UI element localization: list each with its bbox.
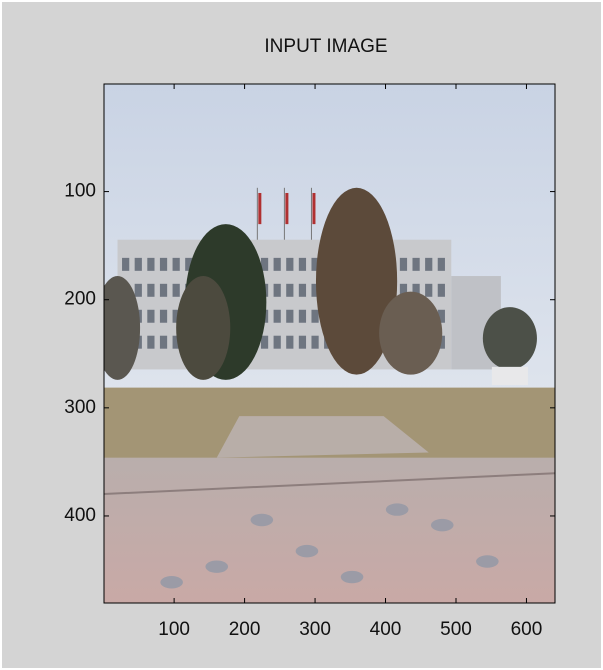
- window: [147, 336, 154, 349]
- y-tick-label: 200: [64, 289, 96, 310]
- x-tick-label: 300: [299, 619, 331, 640]
- window: [286, 310, 293, 323]
- puddle: [160, 576, 183, 588]
- puddle: [476, 555, 499, 567]
- window: [274, 310, 281, 323]
- window: [274, 284, 281, 297]
- window: [135, 284, 142, 297]
- window: [412, 258, 419, 271]
- window: [160, 336, 167, 349]
- flag: [285, 193, 288, 224]
- chart-title: INPUT IMAGE: [264, 36, 387, 57]
- window: [286, 336, 293, 349]
- flag: [312, 193, 315, 224]
- window: [274, 336, 281, 349]
- window: [173, 258, 180, 271]
- window: [438, 284, 445, 297]
- y-tick-label: 400: [64, 505, 96, 526]
- window: [274, 258, 281, 271]
- x-tick-label: 600: [511, 619, 543, 640]
- image: [95, 84, 555, 603]
- window: [425, 284, 432, 297]
- bus: [492, 367, 528, 385]
- window: [299, 336, 306, 349]
- x-tick-label: 500: [440, 619, 472, 640]
- x-tick-label: 100: [158, 619, 190, 640]
- tree: [176, 276, 230, 380]
- window: [299, 284, 306, 297]
- window: [286, 284, 293, 297]
- window: [299, 310, 306, 323]
- window: [173, 284, 180, 297]
- window: [299, 258, 306, 271]
- y-tick-label: 300: [64, 397, 96, 418]
- puddle: [205, 560, 228, 572]
- window: [160, 310, 167, 323]
- puddle: [251, 514, 274, 526]
- puddle: [341, 571, 364, 583]
- window: [160, 284, 167, 297]
- tree: [379, 292, 442, 375]
- puddle: [296, 545, 319, 557]
- window: [311, 336, 318, 349]
- x-tick-label: 400: [370, 619, 402, 640]
- window: [122, 258, 129, 271]
- y-tick-label: 100: [64, 181, 96, 202]
- puddle: [386, 503, 409, 515]
- puddle: [431, 519, 454, 531]
- figure: INPUT IMAGE 100 200 300 400 500 600 100 200 300 4…: [0, 0, 603, 670]
- window: [135, 258, 142, 271]
- window: [286, 258, 293, 271]
- x-tick-label: 200: [229, 619, 261, 640]
- window: [261, 336, 268, 349]
- flag: [258, 193, 261, 224]
- window: [147, 284, 154, 297]
- window: [400, 258, 407, 271]
- window: [311, 310, 318, 323]
- tree: [483, 307, 537, 369]
- window: [160, 258, 167, 271]
- window: [425, 258, 432, 271]
- window: [438, 258, 445, 271]
- window: [147, 258, 154, 271]
- window: [147, 310, 154, 323]
